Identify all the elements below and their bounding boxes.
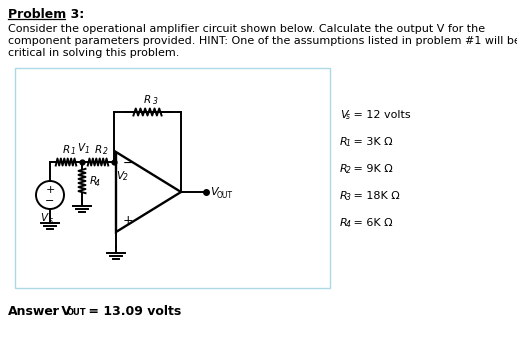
Text: Consider the operational amplifier circuit shown below. Calculate the output V f: Consider the operational amplifier circu… bbox=[8, 24, 485, 34]
Text: critical in solving this problem.: critical in solving this problem. bbox=[8, 48, 179, 58]
Text: V: V bbox=[340, 110, 347, 120]
Text: R: R bbox=[340, 164, 348, 174]
Text: R: R bbox=[144, 95, 151, 105]
Text: R: R bbox=[90, 176, 97, 186]
Text: Problem 3:: Problem 3: bbox=[8, 8, 84, 21]
Text: V: V bbox=[40, 213, 47, 223]
Text: s: s bbox=[49, 216, 53, 225]
Text: OUT: OUT bbox=[67, 308, 87, 317]
Text: R: R bbox=[340, 191, 348, 201]
Text: = 9K Ω: = 9K Ω bbox=[350, 164, 393, 174]
Text: +: + bbox=[45, 185, 55, 195]
Text: 1: 1 bbox=[345, 139, 351, 148]
Text: = 12 volts: = 12 volts bbox=[350, 110, 410, 120]
Text: = 6K Ω: = 6K Ω bbox=[350, 218, 392, 228]
Text: R: R bbox=[340, 137, 348, 147]
Text: Answer: Answer bbox=[8, 305, 60, 318]
Text: V: V bbox=[78, 143, 85, 153]
Text: V: V bbox=[210, 187, 218, 197]
Text: = 3K Ω: = 3K Ω bbox=[350, 137, 392, 147]
Text: 2: 2 bbox=[123, 173, 128, 182]
Text: OUT: OUT bbox=[217, 191, 233, 199]
Text: −: − bbox=[45, 196, 55, 206]
Text: V: V bbox=[116, 171, 123, 181]
Text: : V: : V bbox=[52, 305, 71, 318]
Text: R: R bbox=[340, 218, 348, 228]
Text: +: + bbox=[123, 214, 133, 227]
Text: 4: 4 bbox=[95, 178, 100, 188]
Text: R: R bbox=[63, 145, 70, 155]
Text: component parameters provided. HINT: One of the assumptions listed in problem #1: component parameters provided. HINT: One… bbox=[8, 36, 517, 46]
Text: = 18K Ω: = 18K Ω bbox=[350, 191, 400, 201]
Text: 3: 3 bbox=[345, 193, 351, 202]
Text: 2: 2 bbox=[103, 147, 108, 156]
Bar bbox=[15, 68, 330, 288]
Text: R: R bbox=[95, 145, 102, 155]
Text: 1: 1 bbox=[85, 146, 90, 155]
Text: 2: 2 bbox=[345, 166, 351, 175]
Text: = 13.09 volts: = 13.09 volts bbox=[84, 305, 181, 318]
Text: 1: 1 bbox=[71, 147, 76, 156]
Text: −: − bbox=[123, 157, 133, 169]
Text: s: s bbox=[345, 112, 349, 121]
Text: 3: 3 bbox=[153, 97, 157, 106]
Text: 4: 4 bbox=[345, 220, 351, 229]
